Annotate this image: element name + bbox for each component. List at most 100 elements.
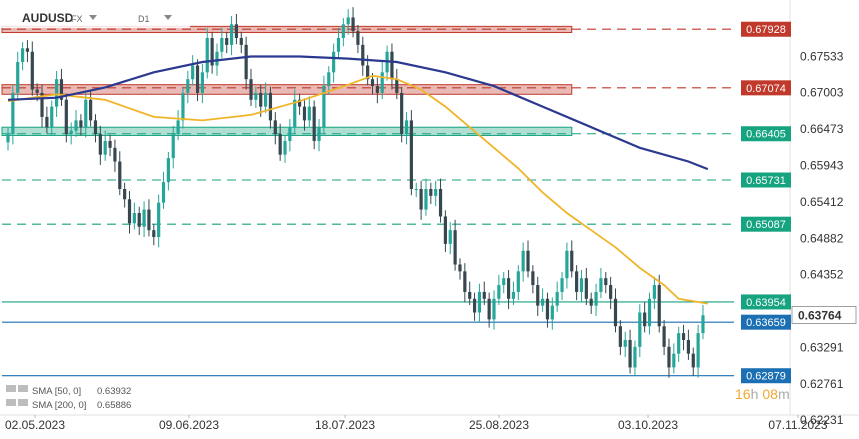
candle-body [302, 106, 307, 121]
current-price-label: 0.63764 [798, 308, 842, 322]
timeframe-label[interactable]: D1 [138, 14, 150, 24]
candle-body [171, 134, 175, 159]
legend-icon [6, 399, 16, 406]
candle-body [195, 65, 200, 93]
candle-body [166, 158, 170, 183]
level-tag-0 [741, 21, 791, 37]
symbol-label[interactable]: AUDUSD [22, 11, 74, 25]
candle-body [657, 285, 661, 327]
candle-body [477, 291, 482, 313]
level-price-tags: 0.67928 0.67074 0.66405 0.65731 0.65087 0.639… [741, 21, 791, 384]
candle-body [113, 147, 117, 162]
candle-body [380, 72, 384, 93]
candle-body [205, 38, 209, 73]
zone-layer [1, 25, 573, 136]
candle-body [667, 346, 671, 368]
chart-header: AUDUSD FX D1 [0, 6, 190, 28]
candle-body [273, 120, 277, 135]
candle-body [633, 346, 637, 368]
candle-body [268, 92, 273, 121]
candle-body [638, 312, 642, 347]
current-price-tag [791, 306, 857, 324]
timeframe-dropdown-icon[interactable] [164, 15, 172, 20]
legend-sma50-label: SMA [50, 0] [32, 386, 81, 397]
level-tag-5 [741, 294, 791, 310]
candle-body [298, 99, 302, 107]
candle-body [210, 38, 214, 66]
y-axis-ticks: 0.67533 0.67003 0.66473 0.65943 0.65412 0.648… [800, 49, 844, 427]
candle-body [40, 92, 44, 117]
candle-body [59, 79, 64, 100]
candle-body [468, 291, 472, 299]
candle-body [157, 202, 161, 238]
sma50-line [7, 74, 708, 305]
candle-body [317, 127, 321, 141]
candle-body [521, 250, 525, 272]
candle-body [438, 188, 443, 217]
candle-body [579, 278, 584, 292]
candle-body [429, 188, 433, 196]
legend-sma200-label: SMA [200, 0] [32, 400, 86, 411]
candle-body [84, 99, 88, 128]
candle-body [400, 92, 404, 135]
legend-entry-sma200[interactable]: SMA [200, 0] 0.65886 [6, 399, 131, 411]
candle-body [215, 51, 219, 66]
candle-body [89, 99, 93, 121]
level-tag-4 [741, 216, 791, 232]
candle-body [370, 79, 375, 87]
candle-body [322, 86, 326, 128]
candle-body [604, 278, 608, 286]
candle-countdown: 16h 08m [735, 386, 790, 402]
candle-body [696, 333, 700, 368]
y-tick-label: 0.65412 [800, 195, 844, 209]
candle-body [332, 51, 336, 73]
legend-sma50-value: 0.63932 [97, 386, 131, 397]
level-tag-2 [741, 126, 791, 142]
x-tick-label: 07.11.2023 [768, 418, 827, 432]
legend-entry-sma50[interactable]: SMA [50, 0] 0.63932 [6, 385, 131, 397]
candle-body [502, 278, 506, 286]
level-label-4: 0.65087 [746, 219, 786, 231]
candle-body [662, 326, 666, 347]
candle-body [677, 333, 681, 354]
candle-body [25, 48, 30, 52]
symbol-dropdown-icon[interactable] [89, 15, 97, 20]
level-label-7: 0.62879 [746, 371, 786, 383]
level-label-2: 0.66405 [746, 129, 786, 141]
y-tick-label: 0.63291 [800, 340, 844, 354]
candle-body [541, 298, 545, 306]
candle-body [609, 285, 613, 299]
candle-body [161, 182, 166, 203]
candle-body [545, 298, 550, 320]
candle-body [511, 291, 516, 299]
candle-body [142, 209, 146, 227]
candle-body [691, 353, 695, 368]
candle-body [127, 199, 132, 224]
candle-body [618, 326, 622, 347]
candle-body [229, 24, 234, 45]
candle-body [686, 339, 690, 354]
x-tick-label: 09.06.2023 [159, 418, 219, 432]
candle-body [570, 250, 574, 272]
candle-body [472, 298, 477, 313]
candle-body [147, 209, 151, 231]
candle-body [356, 31, 360, 45]
candle-body [108, 140, 112, 148]
candle-body [288, 127, 292, 141]
candle-body [234, 24, 239, 39]
sma200-line [7, 55, 709, 171]
candle-body [589, 298, 593, 306]
candle-body [565, 250, 569, 279]
candle-body [137, 213, 141, 227]
candle-body [414, 188, 418, 190]
candle-body [152, 230, 156, 238]
level-tag-1 [741, 80, 791, 96]
candle-body [375, 86, 379, 93]
candle-body [327, 72, 331, 87]
candle-body [482, 291, 486, 299]
candle-body [186, 79, 190, 93]
candle-body [118, 161, 122, 189]
zone-2 [1, 126, 573, 136]
